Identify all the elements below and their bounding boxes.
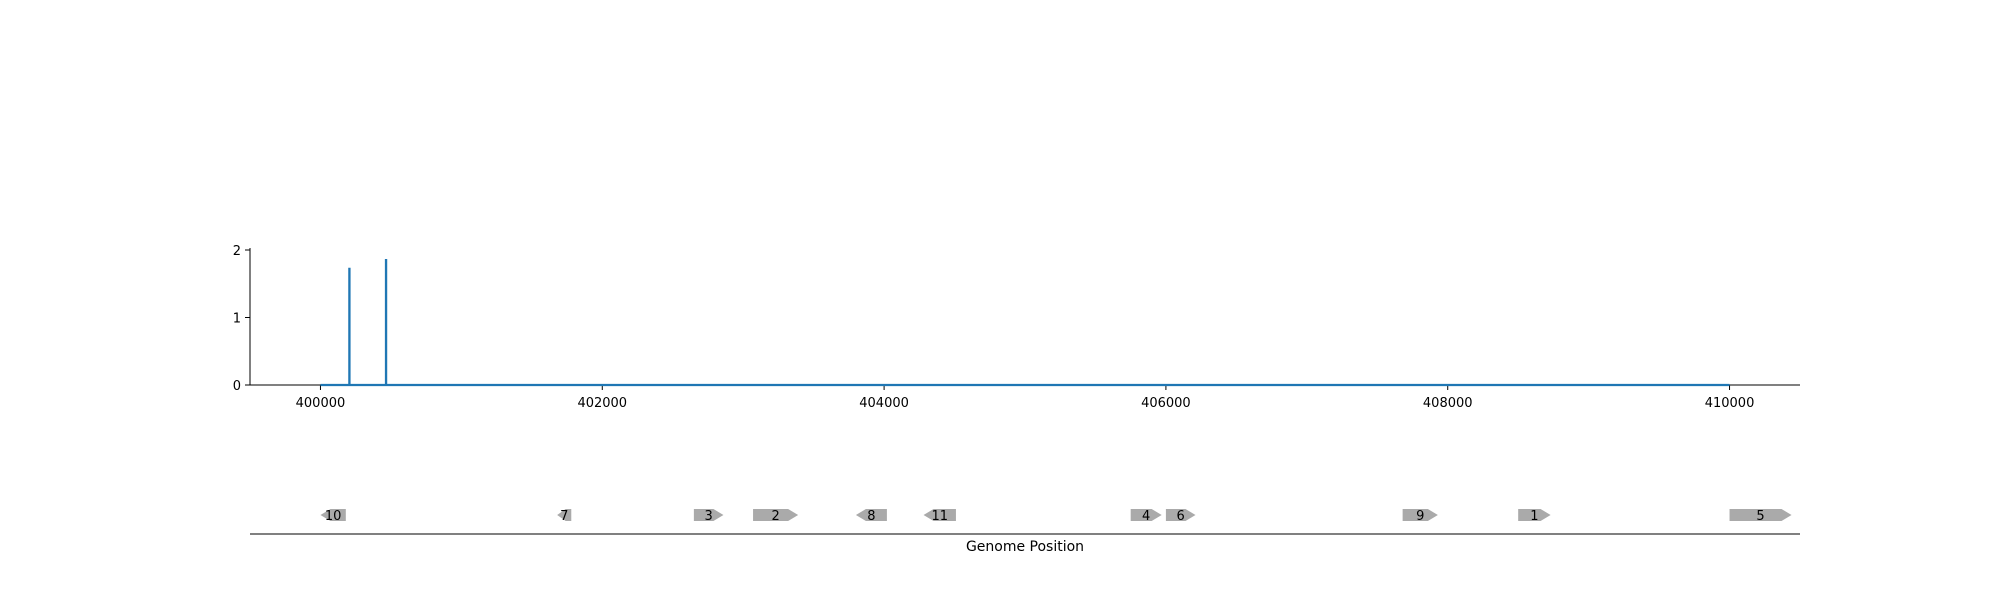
y-tick-label: 2 <box>233 244 241 259</box>
gene-track: 10 7 3 2 8 11 4 6 9 1 5 Genome Position <box>250 509 1800 555</box>
x-axis-title: Genome Position <box>966 539 1084 555</box>
gene-label: 8 <box>867 509 875 524</box>
gene-arrow <box>693 509 724 521</box>
gene-label: 7 <box>560 509 568 524</box>
gene-arrow <box>1402 509 1438 521</box>
gene-arrow <box>320 509 346 521</box>
gene-arrow <box>557 509 572 521</box>
gene-label: 2 <box>771 509 779 524</box>
x-tick-label: 408000 <box>1423 396 1473 411</box>
gene-label: 5 <box>1756 509 1764 524</box>
gene-arrow <box>1729 509 1792 521</box>
y-tick-label: 0 <box>233 379 241 394</box>
gene-label: 4 <box>1142 509 1150 524</box>
gene-label: 11 <box>931 509 948 524</box>
gene-arrow <box>855 509 887 521</box>
gene-label: 10 <box>325 509 342 524</box>
x-tick-label: 410000 <box>1705 396 1755 411</box>
x-tick-label: 402000 <box>577 396 627 411</box>
coverage-series-line <box>320 259 1730 387</box>
gene-label: 9 <box>1416 509 1424 524</box>
x-tick-label: 406000 <box>1141 396 1191 411</box>
y-tick-label: 1 <box>233 312 241 327</box>
x-tick-label: 404000 <box>859 396 909 411</box>
x-tick-label: 400000 <box>296 396 346 411</box>
gene-arrow <box>1518 509 1551 521</box>
gene-arrow <box>923 509 956 521</box>
gene-label: 6 <box>1177 509 1185 524</box>
coverage-plot: 0 1 2 400000 402000 404000 406000 408000 410000 <box>233 244 1800 411</box>
gene-arrow <box>753 509 799 521</box>
gene-arrow <box>1130 509 1162 521</box>
gene-label: 3 <box>705 509 713 524</box>
gene-label: 1 <box>1530 509 1538 524</box>
gene-arrow <box>1165 509 1196 521</box>
